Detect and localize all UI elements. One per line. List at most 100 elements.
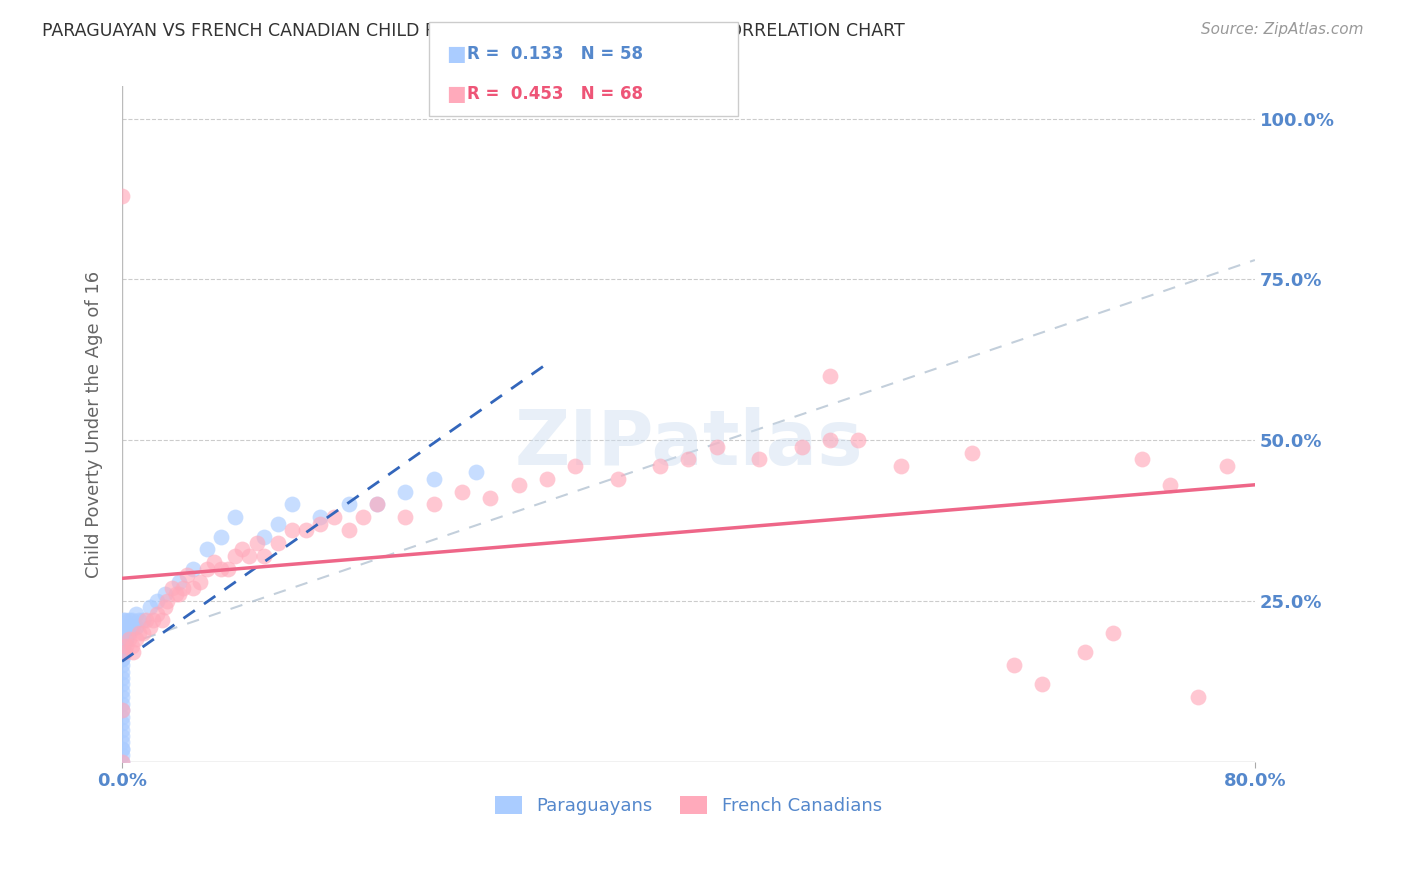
Point bbox=[120, 619, 142, 633]
Point bbox=[217, 562, 239, 576]
Point bbox=[748, 452, 770, 467]
Point bbox=[231, 542, 253, 557]
Point bbox=[128, 613, 150, 627]
Point bbox=[132, 613, 155, 627]
Point bbox=[394, 484, 416, 499]
Point bbox=[160, 581, 183, 595]
Point bbox=[111, 645, 134, 659]
Point bbox=[111, 677, 134, 691]
Point bbox=[195, 562, 218, 576]
Text: PARAGUAYAN VS FRENCH CANADIAN CHILD POVERTY UNDER THE AGE OF 16 CORRELATION CHAR: PARAGUAYAN VS FRENCH CANADIAN CHILD POVE… bbox=[42, 22, 905, 40]
Point bbox=[564, 458, 586, 473]
Point bbox=[650, 458, 672, 473]
Point bbox=[465, 465, 488, 479]
Point bbox=[111, 709, 134, 723]
Point bbox=[209, 530, 232, 544]
Point bbox=[111, 723, 134, 737]
Point bbox=[122, 645, 145, 659]
Point bbox=[112, 613, 135, 627]
Point bbox=[960, 446, 983, 460]
Point bbox=[337, 497, 360, 511]
Point bbox=[224, 549, 246, 563]
Point bbox=[195, 542, 218, 557]
Point bbox=[111, 639, 134, 653]
Point bbox=[181, 562, 204, 576]
Point bbox=[153, 600, 176, 615]
Point bbox=[209, 562, 232, 576]
Point bbox=[238, 549, 260, 563]
Point bbox=[366, 497, 388, 511]
Point bbox=[309, 510, 332, 524]
Point bbox=[479, 491, 502, 505]
Legend: Paraguayans, French Canadians: Paraguayans, French Canadians bbox=[488, 789, 889, 822]
Point bbox=[111, 684, 134, 698]
Point bbox=[323, 510, 346, 524]
Point bbox=[848, 433, 870, 447]
Text: Source: ZipAtlas.com: Source: ZipAtlas.com bbox=[1201, 22, 1364, 37]
Point bbox=[111, 652, 134, 666]
Point bbox=[111, 729, 134, 743]
Point bbox=[118, 632, 141, 647]
Point bbox=[125, 619, 148, 633]
Point bbox=[1102, 626, 1125, 640]
Point bbox=[156, 594, 179, 608]
Point bbox=[111, 741, 134, 756]
Point bbox=[253, 549, 276, 563]
Point bbox=[111, 632, 134, 647]
Point bbox=[1215, 458, 1237, 473]
Point bbox=[111, 735, 134, 749]
Point bbox=[281, 523, 304, 537]
Point bbox=[121, 613, 143, 627]
Point bbox=[114, 626, 136, 640]
Point bbox=[309, 516, 332, 531]
Point bbox=[111, 716, 134, 731]
Point bbox=[1130, 452, 1153, 467]
Point bbox=[181, 581, 204, 595]
Point bbox=[165, 587, 187, 601]
Point bbox=[111, 697, 134, 711]
Point bbox=[1074, 645, 1097, 659]
Point bbox=[176, 568, 198, 582]
Point bbox=[678, 452, 700, 467]
Point bbox=[142, 613, 165, 627]
Text: R =  0.133   N = 58: R = 0.133 N = 58 bbox=[467, 45, 643, 62]
Point bbox=[422, 497, 444, 511]
Point bbox=[267, 516, 290, 531]
Point bbox=[111, 755, 134, 769]
Point bbox=[111, 755, 134, 769]
Point bbox=[1031, 677, 1053, 691]
Point bbox=[115, 639, 138, 653]
Point bbox=[146, 594, 169, 608]
Point bbox=[451, 484, 474, 499]
Point bbox=[394, 510, 416, 524]
Text: R =  0.453   N = 68: R = 0.453 N = 68 bbox=[467, 85, 643, 103]
Point bbox=[352, 510, 374, 524]
Point bbox=[111, 665, 134, 679]
Point bbox=[139, 600, 162, 615]
Point bbox=[890, 458, 912, 473]
Point bbox=[111, 652, 134, 666]
Text: ZIPatlas: ZIPatlas bbox=[515, 408, 863, 482]
Point bbox=[125, 607, 148, 621]
Point bbox=[150, 613, 173, 627]
Point bbox=[111, 703, 134, 717]
Point bbox=[536, 472, 558, 486]
Point bbox=[202, 555, 225, 569]
Point bbox=[122, 619, 145, 633]
Point bbox=[606, 472, 628, 486]
Point bbox=[188, 574, 211, 589]
Point bbox=[224, 510, 246, 524]
Point bbox=[111, 741, 134, 756]
Point bbox=[132, 626, 155, 640]
Point bbox=[1187, 690, 1209, 705]
Point bbox=[111, 619, 134, 633]
Point bbox=[111, 632, 134, 647]
Point bbox=[111, 626, 134, 640]
Point bbox=[146, 607, 169, 621]
Point bbox=[139, 619, 162, 633]
Point bbox=[818, 368, 841, 383]
Point bbox=[114, 645, 136, 659]
Point bbox=[1002, 658, 1025, 673]
Point bbox=[125, 632, 148, 647]
Point bbox=[508, 478, 530, 492]
